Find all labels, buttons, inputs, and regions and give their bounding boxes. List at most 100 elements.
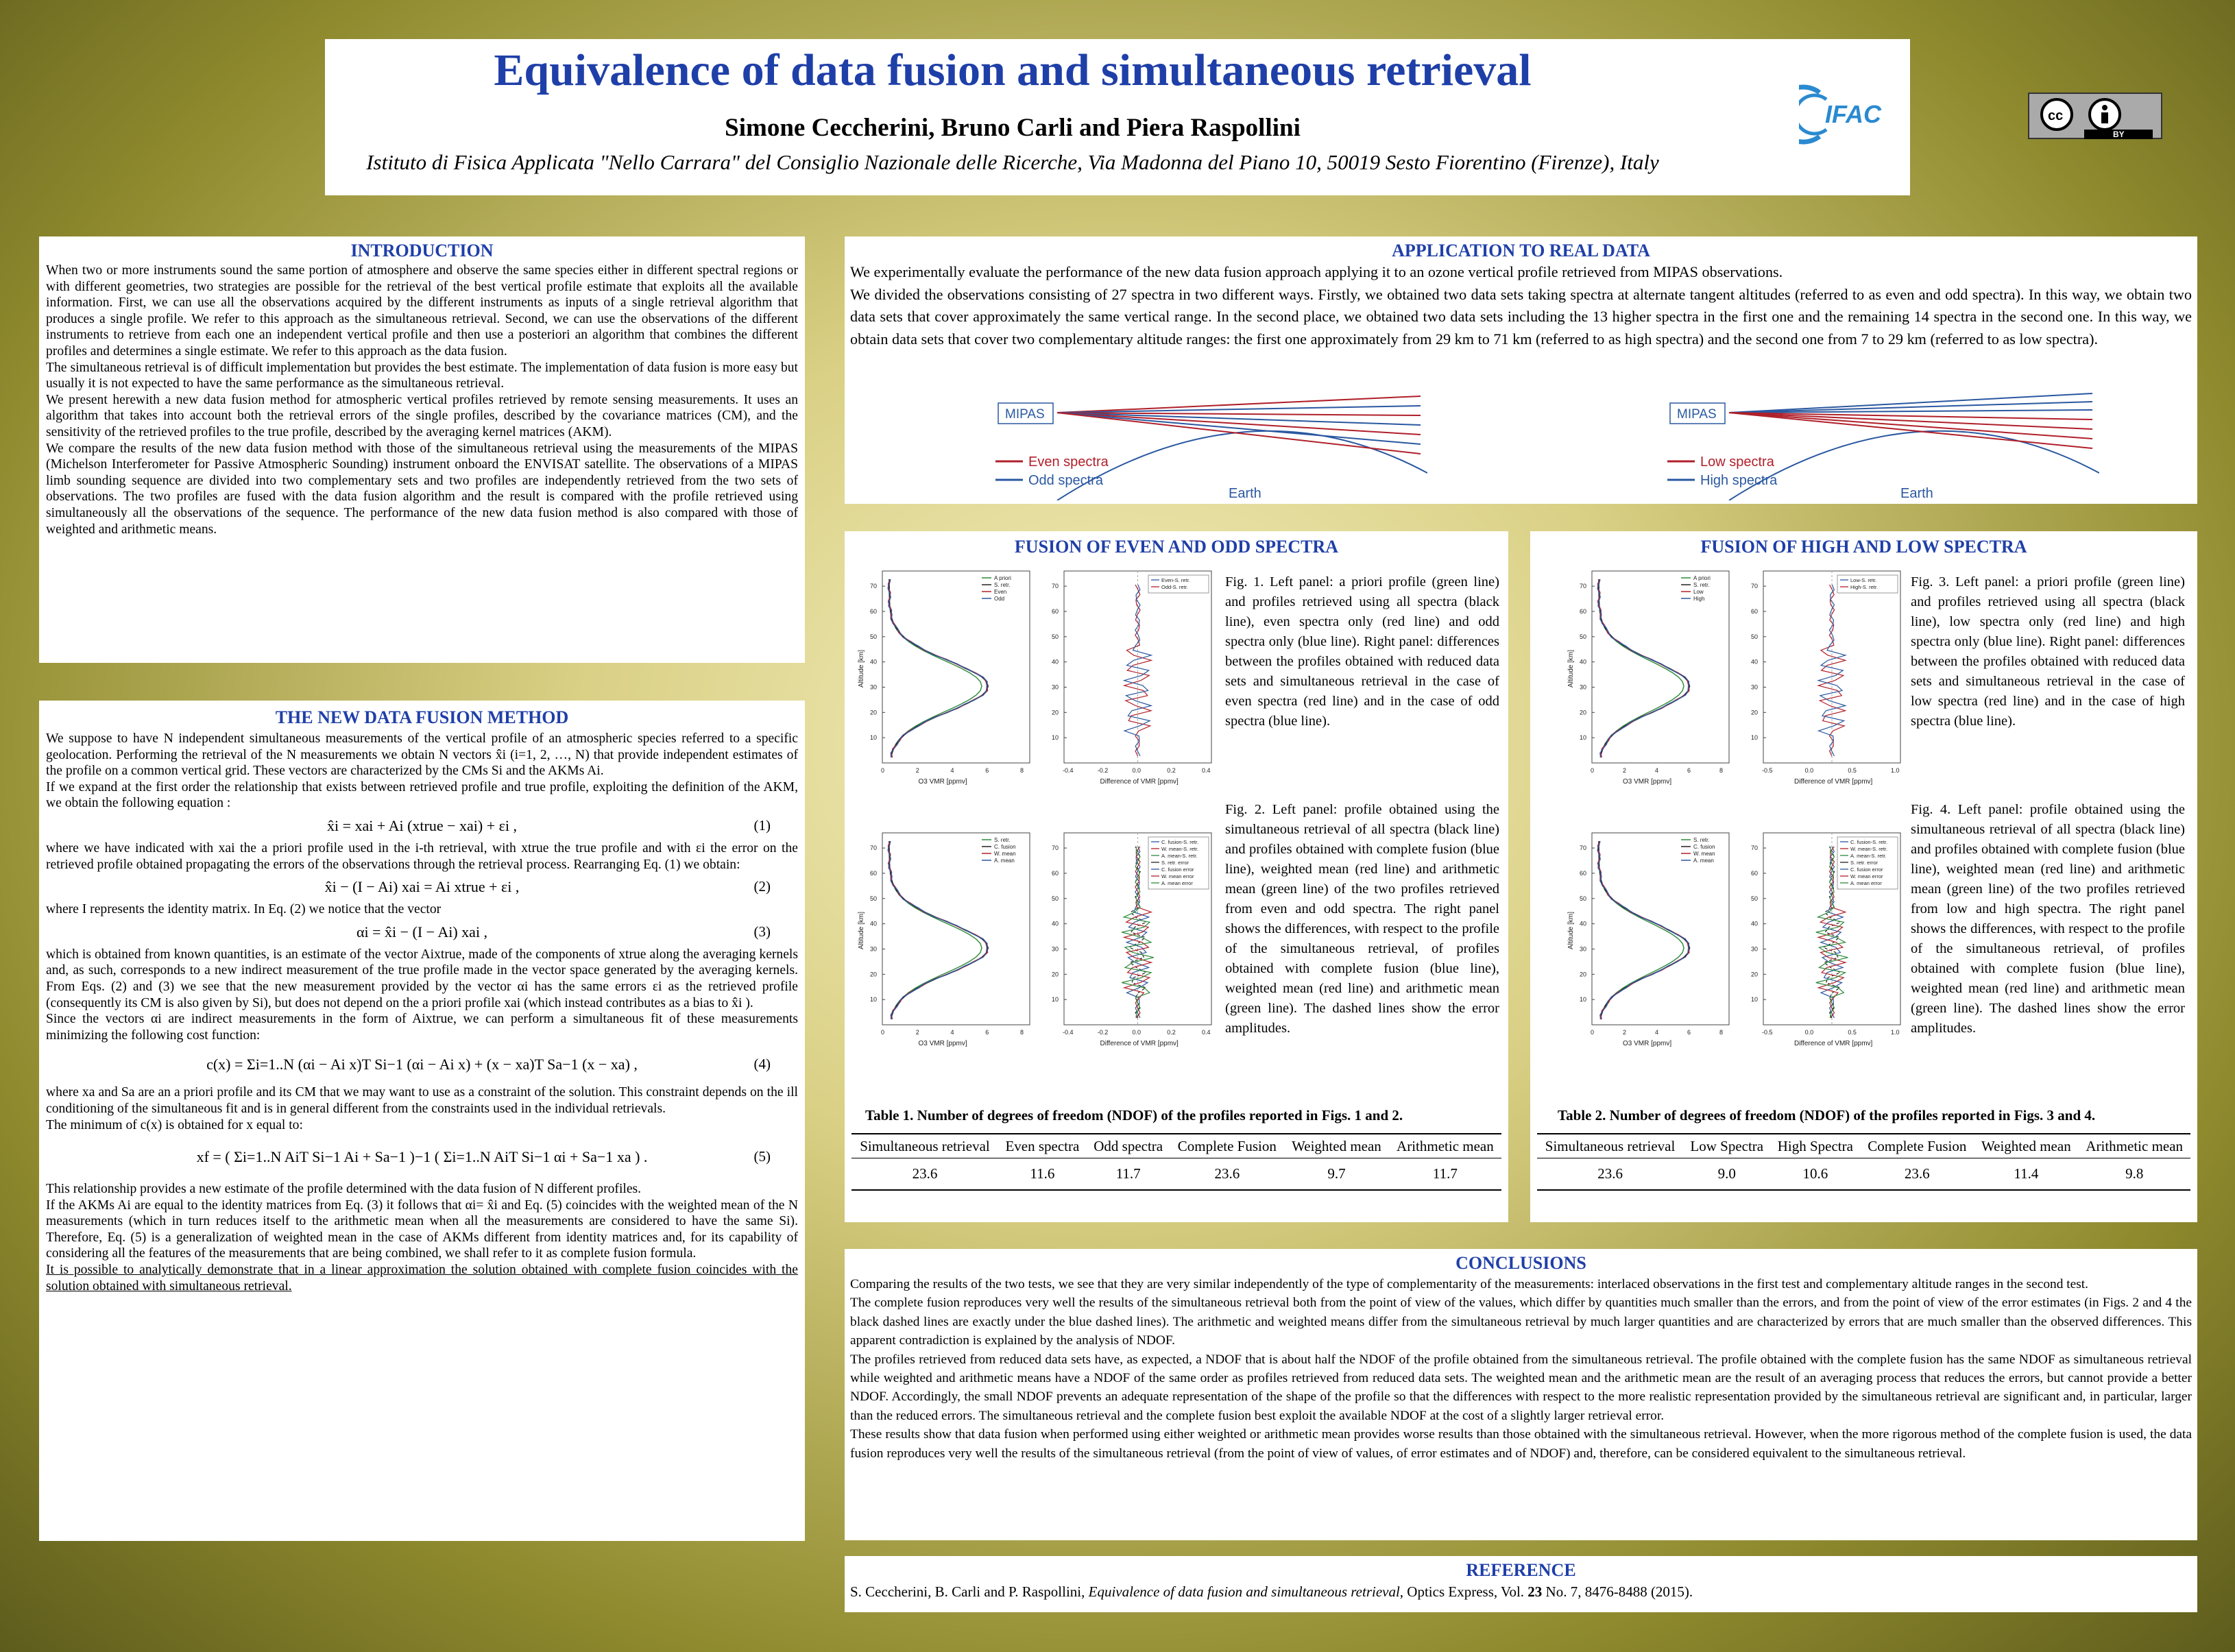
axis-label: -0.2 bbox=[1098, 1029, 1109, 1036]
cc-by-badge: cc BY bbox=[2028, 93, 2162, 139]
axis-label: 0 bbox=[1591, 1029, 1594, 1036]
table-header-cell: Weighted mean bbox=[1284, 1133, 1389, 1158]
axis-label: W. mean error bbox=[1850, 873, 1883, 879]
axis-label: 0.5 bbox=[1848, 1029, 1857, 1036]
axis-label: 6 bbox=[1687, 1029, 1691, 1036]
axis-label: 60 bbox=[1580, 870, 1586, 877]
intro-paragraph: We compare the results of the new data f… bbox=[46, 441, 798, 537]
axis-label: 10 bbox=[1052, 734, 1059, 741]
axis-label: 50 bbox=[1751, 895, 1758, 902]
introduction-title: INTRODUCTION bbox=[350, 241, 494, 260]
method-paragraph: If the AKMs Ai are equal to the identity… bbox=[46, 1198, 798, 1261]
method-paragraph: where xa and Sa are an a priori profile … bbox=[46, 1085, 798, 1116]
axis-label: 8 bbox=[1020, 767, 1024, 774]
legend: Low-S. retr.High-S. retr. bbox=[1837, 574, 1898, 594]
axis-label: W. mean-S. retr. bbox=[1161, 846, 1198, 852]
header-box: Equivalence of data fusion and simultane… bbox=[325, 39, 1910, 195]
axis-label: 0.2 bbox=[1167, 1029, 1176, 1036]
axis-label: 20 bbox=[870, 971, 877, 977]
axis-label: 50 bbox=[870, 895, 877, 902]
reference-box: REFERENCE S. Ceccherini, B. Carli and P.… bbox=[845, 1556, 2197, 1612]
table-header-cell: Complete Fusion bbox=[1860, 1133, 1974, 1158]
axis-label: -0.5 bbox=[1762, 767, 1773, 774]
axis-label: 50 bbox=[1052, 633, 1059, 640]
table-header-row: Simultaneous retrieval Low Spectra High … bbox=[1537, 1133, 2190, 1158]
axis-label: 60 bbox=[1751, 870, 1758, 877]
reference-journal: , Optics Express, Vol. bbox=[1399, 1583, 1528, 1600]
axis-label: W. mean bbox=[1693, 851, 1715, 857]
application-text: We experimentally evaluate the performan… bbox=[850, 261, 2192, 350]
axis-label: 60 bbox=[1751, 608, 1758, 615]
fusion-high-low-box: FUSION OF HIGH AND LOW SPECTRA 10 20 30 40 5… bbox=[1530, 531, 2197, 1222]
axis-label: 60 bbox=[870, 870, 877, 877]
axis-label: 0.0 bbox=[1133, 1029, 1141, 1036]
table-cell: 10.6 bbox=[1770, 1158, 1861, 1191]
table-header-cell: Arithmetic mean bbox=[1388, 1133, 1501, 1158]
equation-1: x̂i = xai + Ai (xtrue − xai) + εi , (1) bbox=[46, 812, 798, 840]
table-2-title: Table 2. Number of degrees of freedom (N… bbox=[1558, 1107, 2096, 1123]
difference-panel: 10 20 30 40 50 60 70 -0.4 -0.2 0.0 0.2 0.4 Differenc… bbox=[1052, 832, 1212, 1047]
intro-paragraph: When two or more instruments sound the s… bbox=[46, 263, 798, 359]
figure-1-caption: Fig. 1. Left panel: a priori profile (gr… bbox=[1225, 574, 1499, 729]
axis-label: 70 bbox=[1751, 845, 1758, 851]
axis-label: -0.4 bbox=[1063, 1029, 1074, 1036]
axis-label: High-S. retr. bbox=[1850, 584, 1878, 590]
difference-panel: 10 20 30 40 50 60 70 -0.4 -0.2 0.0 0.2 0.4 Differenc… bbox=[1052, 570, 1212, 786]
axis-label: 50 bbox=[1751, 633, 1758, 640]
table-2: Simultaneous retrieval Low Spectra High … bbox=[1537, 1133, 2190, 1191]
reference-citation: S. Ceccherini, B. Carli and P. Raspollin… bbox=[850, 1583, 2192, 1601]
axis-label: 20 bbox=[1751, 709, 1758, 716]
table-cell: 23.6 bbox=[851, 1158, 998, 1191]
axis-label: 40 bbox=[870, 921, 877, 927]
table-header-cell: Simultaneous retrieval bbox=[851, 1133, 998, 1158]
affiliation: Istituto di Fisica Applicata "Nello Carr… bbox=[366, 150, 1659, 174]
axis-label: C. fusion-S. retr. bbox=[1850, 839, 1887, 845]
axis-label: 0.4 bbox=[1202, 1029, 1211, 1036]
axis-label: 50 bbox=[870, 633, 877, 640]
axis-label: 10 bbox=[1052, 996, 1059, 1003]
axis-label: 0 bbox=[881, 1029, 884, 1036]
axis-label: S. retr. bbox=[1693, 582, 1710, 588]
axis-label: 1.0 bbox=[1891, 1029, 1900, 1036]
table-header-cell: Weighted mean bbox=[1974, 1133, 2079, 1158]
ray-bundle bbox=[1056, 396, 1421, 454]
equation-2-number: (2) bbox=[753, 878, 771, 895]
axis-label: 40 bbox=[870, 659, 877, 666]
table-row: 23.6 11.6 11.7 23.6 9.7 11.7 bbox=[851, 1158, 1501, 1191]
axis-label: Odd bbox=[994, 596, 1004, 602]
axis-label: 40 bbox=[1751, 921, 1758, 927]
figure-2-caption: Fig. 2. Left panel: profile obtained usi… bbox=[1225, 802, 1499, 1036]
axis-label: 40 bbox=[1052, 921, 1059, 927]
method-paragraph: We suppose to have N independent simulta… bbox=[46, 731, 798, 779]
intro-paragraph: We present herewith a new data fusion me… bbox=[46, 392, 798, 439]
axis-label: 0.0 bbox=[1805, 1029, 1814, 1036]
equation-5-body: xf = ( Σi=1..N AiT Si−1 Ai + Sa−1 )−1 ( … bbox=[196, 1148, 648, 1166]
earth-label: Earth bbox=[1900, 486, 1933, 500]
method-text: We suppose to have N independent simulta… bbox=[46, 731, 798, 1294]
axis-label: 10 bbox=[1751, 996, 1758, 1003]
axis-label: 6 bbox=[1687, 767, 1691, 774]
application-paragraph: We experimentally evaluate the performan… bbox=[850, 263, 1783, 280]
application-paragraph: We divided the observations consisting o… bbox=[850, 285, 2192, 348]
axis-label: 40 bbox=[1751, 659, 1758, 666]
svg-text:cc: cc bbox=[2048, 108, 2063, 123]
table-header-cell: Odd spectra bbox=[1086, 1133, 1170, 1158]
axis-label: W. mean-S. retr. bbox=[1850, 846, 1887, 852]
axis-label: 4 bbox=[1655, 767, 1658, 774]
axis-label: 70 bbox=[1052, 845, 1059, 851]
ifac-logo: IFAC bbox=[1773, 80, 1909, 149]
axis-label: A. mean error bbox=[1161, 880, 1193, 886]
figure-4-caption: Fig. 4. Left panel: profile obtained usi… bbox=[1911, 802, 2185, 1036]
axis-label: 20 bbox=[1580, 971, 1586, 977]
application-box: APPLICATION TO REAL DATA We experimental… bbox=[845, 236, 2197, 504]
table-cell: 23.6 bbox=[1537, 1158, 1684, 1191]
axis-label: -0.4 bbox=[1063, 767, 1074, 774]
earth-arc bbox=[1728, 430, 2099, 500]
method-title: THE NEW DATA FUSION METHOD bbox=[275, 707, 569, 727]
axis-label: 0.4 bbox=[1202, 767, 1211, 774]
axis-label: 2 bbox=[1623, 767, 1626, 774]
axis-label: O3 VMR [ppmv] bbox=[919, 1040, 967, 1047]
introduction-box: INTRODUCTION When two or more instrument… bbox=[39, 236, 805, 663]
axis-label: 8 bbox=[1719, 767, 1723, 774]
